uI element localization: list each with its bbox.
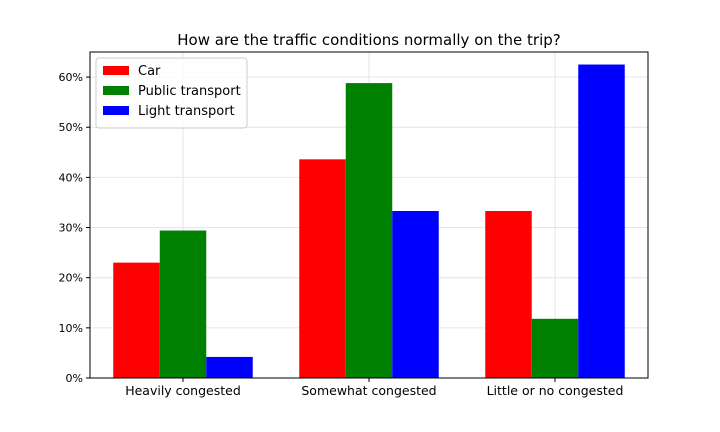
y-tick-label: 0% [66,372,83,385]
legend-swatch [103,86,129,95]
legend: Car Public transport Light transport [95,57,248,129]
bar-car [113,262,160,378]
y-tick-label: 20% [59,272,83,285]
legend-label: Public transport [138,84,241,99]
legend-label: Light transport [138,104,235,119]
x-axis-ticks: Heavily congested Somewhat congested Littl… [125,378,623,398]
bar-public-transport [159,230,207,378]
y-tick-label: 10% [59,322,83,335]
bar-light-transport [206,356,253,378]
x-tick-label: Heavily congested [125,383,241,398]
x-tick-label: Little or no congested [487,383,624,398]
bar-car [485,210,532,378]
bar-public-transport [531,318,579,378]
y-tick-label: 40% [59,171,83,184]
y-tick-label: 60% [59,71,83,84]
bar-light-transport [392,210,439,378]
legend-swatch [103,106,129,115]
bar-public-transport [345,83,393,378]
legend-label: Car [138,64,161,79]
bars [113,64,625,379]
bar-car [299,159,346,378]
y-tick-label: 50% [59,121,83,134]
legend-box [95,57,248,129]
bar-light-transport [578,64,625,379]
y-axis-ticks: 0% 10% 20% 30% 40% 50% 60% [59,71,90,385]
legend-swatch [103,66,129,75]
y-tick-label: 30% [59,222,83,235]
x-tick-label: Somewhat congested [301,383,436,398]
chart-title: How are the traffic conditions normally … [177,31,561,49]
